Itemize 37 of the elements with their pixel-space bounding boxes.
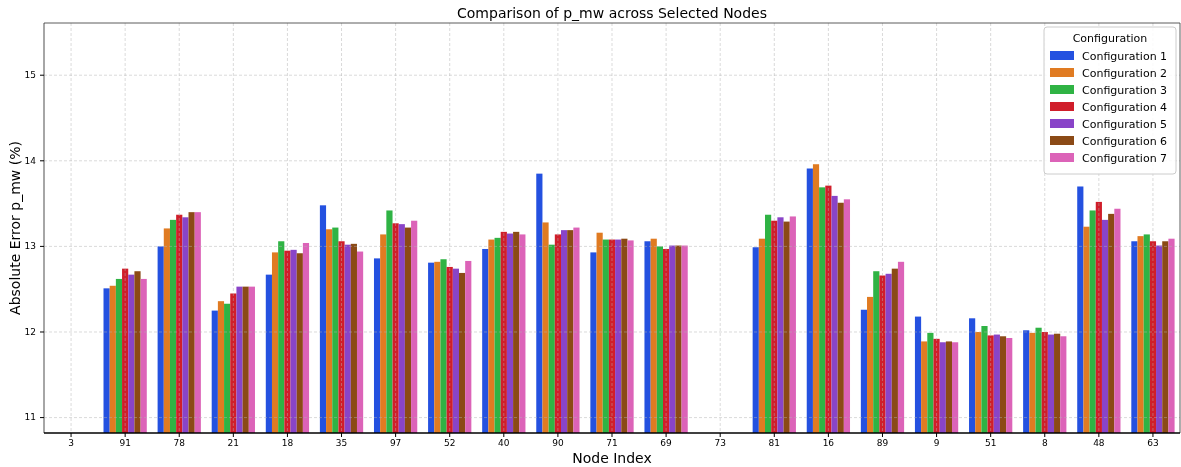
x-tick-label: 51 [984, 438, 997, 448]
y-axis-title: Absolute Error p_mw (%) [7, 141, 23, 315]
x-tick-label: 18 [281, 438, 294, 448]
y-tick-label: 13 [24, 241, 36, 252]
y-tick-label: 11 [24, 412, 36, 423]
legend-label: Configuration 3 [1082, 84, 1168, 97]
x-tick-label: 97 [389, 438, 402, 448]
x-tick-label: 3 [68, 438, 74, 448]
x-tick-label: 63 [1147, 438, 1159, 448]
legend-label: Configuration 5 [1082, 118, 1168, 131]
x-tick-label: 8 [1041, 438, 1048, 448]
x-axis-title: Node Index [572, 450, 652, 466]
legend-label: Configuration 4 [1082, 101, 1168, 114]
legend-label: Configuration 2 [1082, 67, 1168, 80]
x-tick-label: 40 [498, 438, 510, 448]
x-tick-label: 91 [119, 438, 131, 448]
x-tick-label: 21 [227, 438, 240, 448]
y-tick-label: 14 [24, 155, 37, 166]
legend-label: Configuration 7 [1082, 152, 1168, 165]
x-tick-label: 16 [822, 438, 835, 448]
x-tick-label: 52 [443, 438, 456, 448]
x-tick-label: 9 [933, 438, 940, 448]
legend-title: Configuration [1072, 32, 1148, 45]
x-tick-label: 71 [606, 438, 618, 448]
y-tick-label: 12 [24, 326, 36, 337]
x-tick-label: 48 [1093, 438, 1105, 448]
legend-label: Configuration 1 [1082, 50, 1168, 63]
x-tick-label: 69 [660, 438, 673, 448]
x-tick-label: 73 [714, 438, 726, 448]
legend-label: Configuration 6 [1082, 135, 1168, 148]
x-tick-label: 78 [173, 438, 186, 448]
x-tick-label: 81 [768, 438, 781, 448]
x-tick-label: 35 [335, 438, 348, 448]
chart-title: Comparison of p_mw across Selected Nodes [457, 5, 767, 21]
y-tick-label: 15 [24, 70, 36, 81]
x-tick-label: 89 [876, 438, 889, 448]
x-tick-label: 90 [552, 438, 564, 448]
